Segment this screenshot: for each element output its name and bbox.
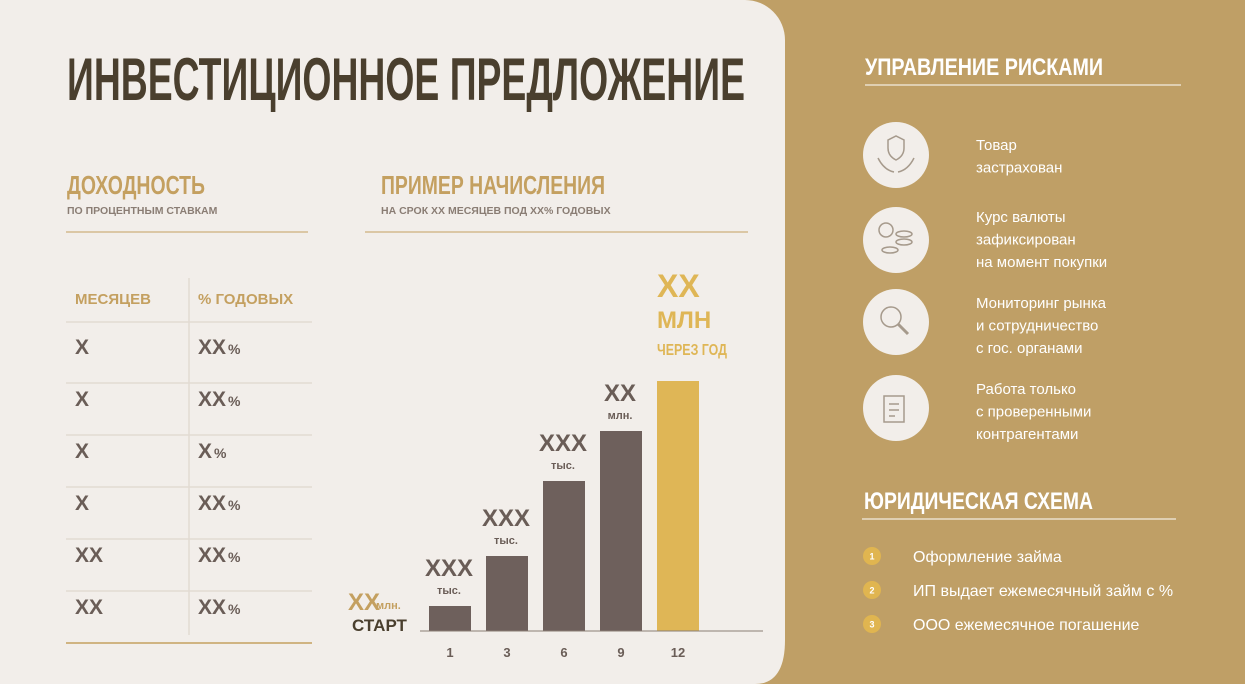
bar-label-unit: тыс. (437, 585, 461, 597)
magnifier-handle (896, 322, 910, 336)
start-unit: млн. (376, 600, 401, 612)
step-badge (863, 615, 881, 633)
table-cell: XX% (198, 388, 241, 411)
rate-value: XX (198, 596, 226, 619)
coins-icon (895, 230, 913, 238)
risk-text: Мониторинг рынка (976, 295, 1107, 312)
bar-label-amount: XXX (482, 505, 530, 532)
coins-icon (895, 238, 913, 246)
risk-text: контрагентами (976, 426, 1078, 443)
risk-text: Работа только (976, 381, 1076, 398)
rate-unit: % (214, 445, 227, 461)
section-subtitle: НА СРОК XX МЕСЯЦЕВ ПОД XX% ГОДОВЫХ (381, 205, 611, 217)
risk-text: на момент покупки (976, 254, 1107, 271)
bar-label-amount: XXX (425, 555, 473, 582)
step-text: ООО ежемесячное погашение (913, 617, 1140, 634)
step-number: 3 (869, 620, 874, 630)
risk-text: и сотрудничество (976, 318, 1098, 335)
section-title: ПРИМЕР НАЧИСЛЕНИЯ (381, 170, 605, 200)
bar-label-amount: XXX (539, 430, 587, 457)
rate-value: X (198, 440, 212, 463)
clipboard-icon (883, 395, 905, 423)
bar (543, 481, 585, 631)
start-amount: XX (348, 589, 380, 616)
rate-unit: % (228, 497, 241, 513)
table-cell: XX% (198, 596, 241, 619)
icon-bg (863, 122, 929, 188)
section-title: ДОХОДНОСТЬ (67, 170, 205, 200)
x-tick-label: 1 (446, 645, 453, 660)
x-tick-label: 12 (671, 645, 685, 660)
rate-value: XX (198, 544, 226, 567)
table-header: % ГОДОВЫХ (198, 291, 293, 308)
table-cell: XX% (198, 492, 241, 515)
bar (486, 556, 528, 631)
shield-icon (887, 135, 905, 161)
icon-bg (863, 207, 929, 273)
bar-label-unit: тыс. (551, 460, 575, 472)
x-tick-label: 3 (503, 645, 510, 660)
risk-text: Курс валюты (976, 209, 1066, 226)
table-cell: XX (75, 544, 103, 567)
risk-text: застрахован (976, 160, 1062, 177)
risk-text: Товар (976, 137, 1017, 154)
rate-value: XX (198, 388, 226, 411)
bar-label-note: ЧЕРЕЗ ГОД (657, 342, 727, 359)
bar (429, 606, 471, 631)
table-cell: XX (75, 596, 103, 619)
start-text: СТАРТ (352, 616, 408, 635)
bar (657, 381, 699, 631)
bar-label-unit: МЛН (657, 307, 711, 334)
bar-label-amount: XX (657, 268, 700, 304)
icon-bg (863, 375, 929, 441)
table-cell: X (75, 492, 89, 515)
magnifier-icon (880, 306, 902, 328)
table-cell: X% (198, 440, 227, 463)
table-cell: X (75, 336, 89, 359)
x-tick-label: 9 (617, 645, 624, 660)
bar-label-amount: XX (604, 380, 636, 407)
step-badge (863, 581, 881, 599)
bar-label-unit: тыс. (494, 535, 518, 547)
rate-unit: % (228, 549, 241, 565)
bar-label-unit: млн. (608, 410, 633, 422)
table-cell: XX% (198, 336, 241, 359)
table-cell: X (75, 388, 89, 411)
left-panel (0, 0, 785, 684)
rate-value: XX (198, 492, 226, 515)
risk-text: зафиксирован (976, 232, 1076, 249)
table-cell: XX% (198, 544, 241, 567)
table-cell: X (75, 440, 89, 463)
clipboard-lines (889, 403, 899, 417)
rate-value: XX (198, 336, 226, 359)
step-badge (863, 547, 881, 565)
panel-title: ЮРИДИЧЕСКАЯ СХЕМА (864, 488, 1093, 515)
page-title: ИНВЕСТИЦИОННОЕ ПРЕДЛОЖЕНИЕ (67, 46, 745, 113)
coins-icon (881, 246, 899, 254)
step-text: ИП выдает ежемесячный займ с % (913, 583, 1173, 600)
icons (863, 122, 929, 441)
risk-text: с гос. органами (976, 340, 1082, 357)
step-number: 1 (869, 552, 874, 562)
coin-icon (878, 222, 894, 238)
risk-text: с проверенными (976, 404, 1091, 421)
x-tick-label: 6 (560, 645, 567, 660)
step-text: Оформление займа (913, 549, 1062, 566)
rate-unit: % (228, 341, 241, 357)
rate-unit: % (228, 393, 241, 409)
step-number: 2 (869, 586, 874, 596)
hands-icon (877, 157, 915, 173)
bar (600, 431, 642, 631)
rate-unit: % (228, 601, 241, 617)
panel-title: УПРАВЛЕНИЕ РИСКАМИ (865, 54, 1103, 81)
section-subtitle: ПО ПРОЦЕНТНЫМ СТАВКАМ (67, 205, 218, 217)
icon-bg (863, 289, 929, 355)
table-header: МЕСЯЦЕВ (75, 291, 151, 308)
